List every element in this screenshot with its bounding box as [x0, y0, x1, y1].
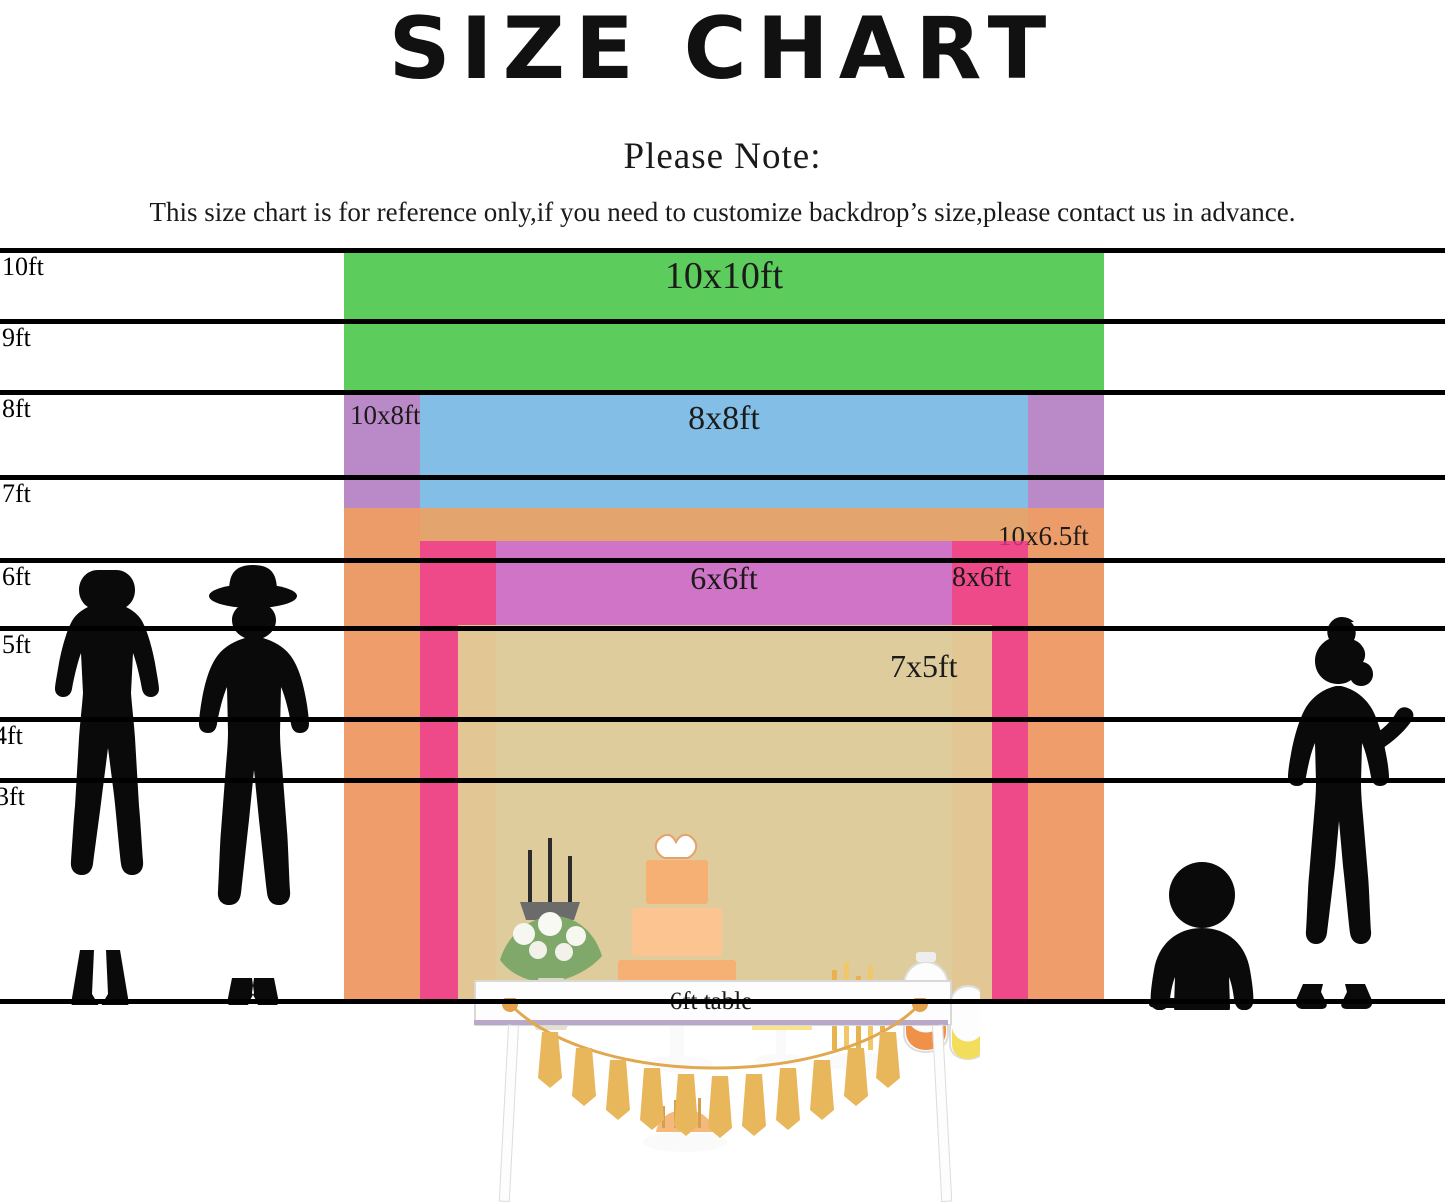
please-note-heading: Please Note:	[623, 136, 822, 177]
gridlabel-8ft: 8ft	[2, 394, 31, 423]
left-figures-group	[55, 565, 309, 1005]
disclaimer-text: This size chart is for reference only,if…	[149, 197, 1296, 227]
table-trim	[474, 1020, 948, 1025]
size-label-6x6ft: 6x6ft	[690, 560, 758, 596]
chart-area: 10x10ft 10x8ft 8x8ft 10x6.5ft 8x6ft 6x6f…	[0, 240, 1445, 1202]
candy-jar-icon-2	[949, 984, 980, 1061]
gridline-8ft	[0, 390, 1445, 395]
tassel-garland	[502, 998, 928, 1138]
gridline-9ft	[0, 319, 1445, 324]
gridline-4ft	[0, 717, 1445, 722]
gridlabel-7ft: 7ft	[2, 479, 31, 508]
gridlabel-4ft: 4ft	[0, 721, 23, 750]
right-figures-group	[1149, 616, 1414, 1010]
candlestick-icon	[520, 838, 580, 920]
child-silhouette	[1149, 862, 1254, 1010]
teen-silhouette	[1288, 616, 1414, 1009]
gridlabel-5ft: 5ft	[2, 630, 31, 659]
gridline-10ft	[0, 248, 1445, 253]
gridline-7ft	[0, 475, 1445, 480]
adult-man-silhouette	[199, 565, 309, 1005]
size-label-10x10ft: 10x10ft	[664, 255, 784, 297]
page-title: SIZE CHART	[388, 0, 1057, 99]
gridlabel-10ft: 10ft	[2, 252, 44, 281]
size-label-8x8ft: 8x8ft	[688, 400, 760, 437]
size-label-8x6ft: 8x6ft	[952, 562, 1012, 593]
gridline-3ft	[0, 778, 1445, 783]
gridline-6ft	[0, 558, 1445, 563]
size-label-10x8ft: 10x8ft	[350, 400, 421, 430]
gridline-baseline	[0, 999, 1445, 1004]
gridlabel-3ft: 3ft	[0, 782, 25, 811]
gridline-5ft	[0, 626, 1445, 631]
gridlabel-9ft: 9ft	[2, 323, 31, 352]
size-label-7x5ft: 7x5ft	[890, 648, 958, 684]
gridlabel-6ft: 6ft	[2, 562, 31, 591]
adult-woman-silhouette	[55, 570, 159, 1005]
